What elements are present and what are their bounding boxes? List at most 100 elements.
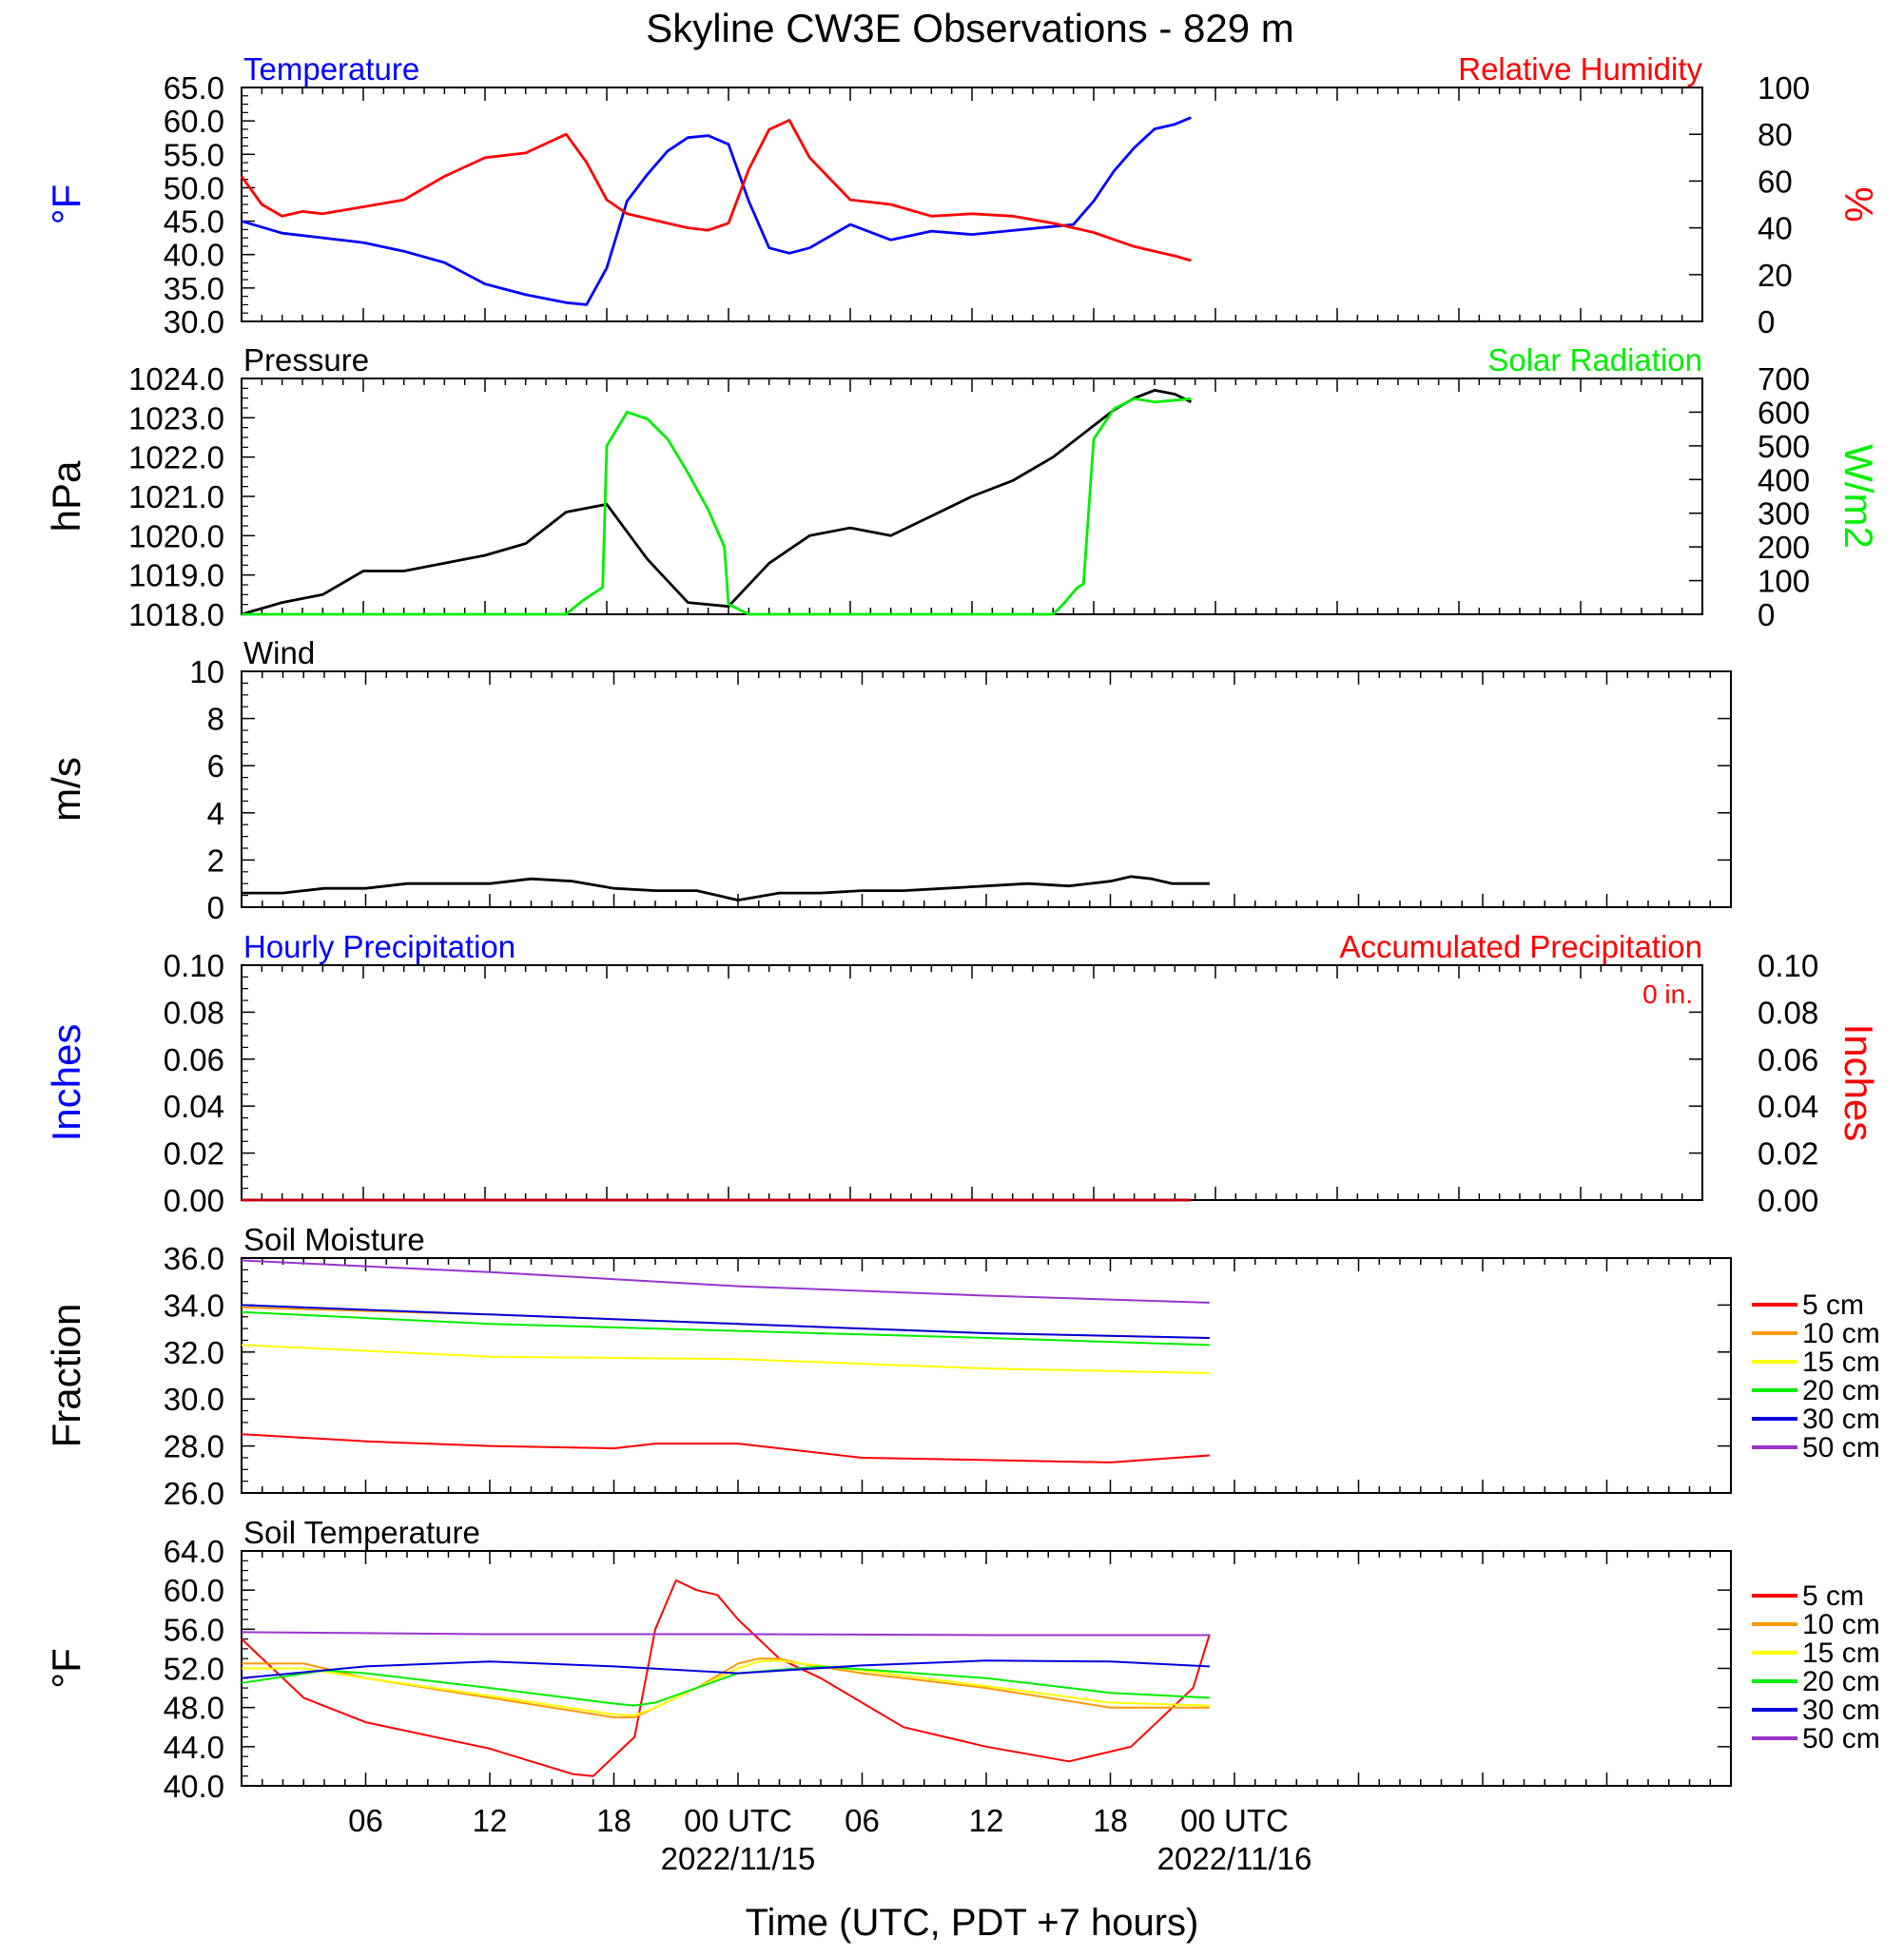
y-tick-label-left: 6: [207, 748, 224, 784]
x-tick-label: 00 UTC: [1180, 1803, 1289, 1838]
panel-group: 30.035.040.045.050.055.060.065.002040608…: [44, 51, 1881, 1804]
y-tick-label-right: 40: [1758, 211, 1793, 246]
y-tick-label-right: 500: [1758, 429, 1810, 464]
panel-label-left: Soil Temperature: [243, 1515, 480, 1550]
y-tick-label-left: 1023.0: [128, 400, 224, 436]
y-tick-label-right: 0.00: [1758, 1183, 1818, 1218]
series-line-soil-temp-0: [241, 1579, 1211, 1777]
y-tick-label-left: 56.0: [164, 1612, 224, 1647]
legend-label: 20 cm: [1802, 1666, 1880, 1697]
y-tick-label-right: 700: [1758, 361, 1810, 397]
panel-pressure-solar: 1018.0 1019.0 1020.0 1021.0 1022.0 1023.01024…: [44, 342, 1881, 632]
panel-label-left: Soil Moisture: [243, 1222, 425, 1257]
y-tick-label-left: 32.0: [164, 1335, 224, 1370]
y-axis-title-left: °F: [44, 184, 88, 224]
panel-precip: 0.00 0.02 0.04 0.06 0.08 0.10 0.00 0.02 0.04 0.06…: [44, 929, 1881, 1218]
series-line-pressure-solar-1: [242, 397, 1192, 616]
y-tick-label-left: 0.10: [164, 948, 224, 983]
y-axis-title-right: Inches: [1836, 1024, 1881, 1142]
series-line-soil-moisture-4: [241, 1304, 1210, 1339]
panel-temp-rh: 30.035.040.045.050.055.060.065.0 0 20 40 60 8…: [44, 51, 1881, 339]
x-axis-label: Time (UTC, PDT +7 hours): [746, 1902, 1199, 1944]
legend-label: 30 cm: [1802, 1404, 1880, 1435]
x-tick-label: 12: [473, 1803, 508, 1838]
y-tick-label-left: 4: [207, 796, 224, 831]
y-tick-label-right: 0: [1758, 597, 1775, 632]
y-tick-label-left: 8: [207, 702, 224, 737]
chart-title: Skyline CW3E Observations - 829 m: [646, 6, 1294, 50]
y-tick-label-left: 64.0: [164, 1534, 224, 1569]
y-tick-label-left: 1022.0: [128, 440, 224, 475]
y-tick-label-left: 1018.0: [128, 597, 224, 632]
series-line-soil-moisture-3: [241, 1310, 1210, 1347]
legend-label: 15 cm: [1802, 1347, 1880, 1378]
series-line-wind-0: [242, 875, 1210, 901]
y-tick-label-right: 0.02: [1758, 1136, 1818, 1172]
y-tick-label-left: 0.04: [164, 1089, 224, 1124]
panel-frame: [241, 964, 1703, 1201]
y-tick-label-right: 0.04: [1758, 1089, 1818, 1124]
series-line-soil-temp-4: [241, 1659, 1210, 1679]
y-tick-label-left: 40.0: [164, 238, 224, 273]
legend-label: 50 cm: [1802, 1723, 1880, 1754]
y-tick-label-left: 52.0: [164, 1652, 224, 1687]
panel-label-left: Hourly Precipitation: [243, 929, 515, 964]
panel-label-left: Wind: [243, 635, 315, 670]
series-line-soil-temp-2: [242, 1659, 1210, 1716]
y-tick-label-right: 200: [1758, 530, 1810, 565]
legend-label: 30 cm: [1802, 1695, 1880, 1726]
series-line-soil-moisture-0: [241, 1433, 1210, 1463]
x-tick-label: 18: [1093, 1803, 1128, 1838]
legend-label: 20 cm: [1802, 1375, 1880, 1406]
x-tick-label: 06: [348, 1803, 383, 1838]
series-line-temp-rh-1: [240, 119, 1192, 262]
series-line-pressure-solar-0: [241, 388, 1193, 616]
panel-label-right: Relative Humidity: [1458, 51, 1702, 87]
y-tick-label-left: 36.0: [164, 1241, 224, 1276]
x-date-label: 2022/11/16: [1157, 1841, 1312, 1876]
y-tick-label-right: 0.06: [1758, 1042, 1818, 1077]
y-tick-label-left: 65.0: [164, 70, 224, 106]
y-tick-label-left: 0.00: [164, 1183, 224, 1218]
x-tick-label: 18: [596, 1803, 631, 1838]
panel-frame: [241, 1550, 1732, 1787]
y-axis-title-right: %: [1836, 186, 1881, 222]
y-tick-label-left: 0.06: [164, 1042, 224, 1077]
panel-soil-moisture: 26.0 28.0 30.0 32.0 34.0 36.0 Soil Moisture Fra…: [44, 1222, 1732, 1511]
y-tick-label-left: 2: [207, 843, 224, 878]
y-tick-label-right: 600: [1758, 395, 1810, 430]
y-tick-label-left: 0.08: [164, 995, 224, 1030]
panel-label-right: Solar Radiation: [1487, 342, 1702, 378]
y-tick-label-left: 26.0: [164, 1476, 224, 1511]
y-tick-label-right: 0.10: [1758, 948, 1818, 983]
x-tick-label: 06: [845, 1803, 880, 1838]
y-tick-label-right: 20: [1758, 258, 1793, 293]
x-tick-label: 00 UTC: [684, 1803, 792, 1838]
panel-frame: [241, 1257, 1732, 1494]
y-tick-label-right: 100: [1758, 564, 1810, 599]
x-tick-label: 12: [969, 1803, 1004, 1838]
panel-label-left: Pressure: [243, 342, 369, 378]
accumulated-total: 0 in.: [1642, 979, 1693, 1009]
y-tick-label-right: 0: [1758, 304, 1775, 339]
y-tick-label-right: 0.08: [1758, 995, 1818, 1030]
y-axis-title-right: W/m2: [1836, 444, 1881, 549]
y-tick-label-left: 28.0: [164, 1429, 224, 1464]
y-tick-label-left: 1021.0: [128, 479, 224, 514]
y-axis-title-left: hPa: [44, 460, 88, 532]
y-axis-title-left: Inches: [44, 1024, 88, 1142]
y-tick-label-left: 55.0: [164, 137, 224, 172]
y-tick-label-left: 1024.0: [128, 361, 224, 397]
series-line-soil-moisture-2: [241, 1344, 1210, 1374]
panel-frame: [241, 87, 1703, 322]
panel-label-left: Temperature: [243, 51, 419, 87]
y-tick-label-right: 100: [1758, 70, 1810, 106]
panel-soil-temp: 40.0 44.0 48.0 52.0 56.0 60.0 64.0 Soil Tempera…: [44, 1515, 1732, 1804]
y-tick-label-left: 1020.0: [128, 518, 224, 553]
legend-label: 5 cm: [1802, 1289, 1864, 1321]
y-tick-label-left: 50.0: [164, 170, 224, 205]
y-tick-label-left: 30.0: [164, 1382, 224, 1417]
y-tick-label-left: 45.0: [164, 204, 224, 240]
